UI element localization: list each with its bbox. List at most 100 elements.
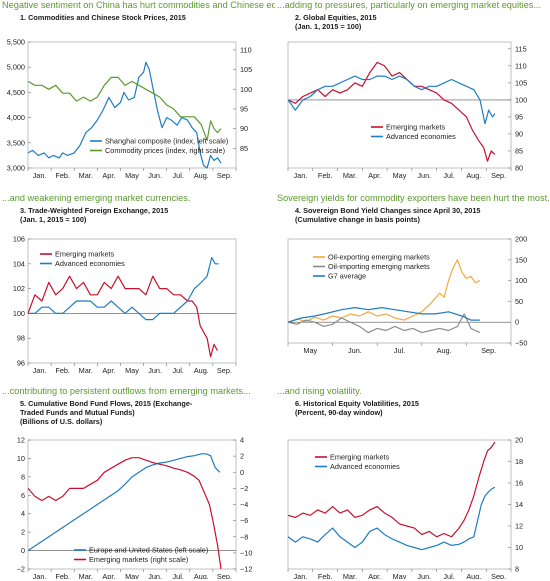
- panel-headline: ...and rising volatility.: [277, 386, 362, 396]
- right-tick-label: −50: [515, 339, 527, 348]
- panel-title-block: 5. Cumulative Bond Fund Flows, 2015 (Exc…: [20, 399, 192, 426]
- panel-title-block: 1. Commodities and Chinese Stock Prices,…: [20, 13, 186, 22]
- plot-frame: [287, 41, 512, 169]
- left-tick-label: 104: [13, 259, 25, 268]
- x-tick-label: Jul.: [443, 171, 454, 180]
- x-tick-label: Mar.: [343, 171, 357, 180]
- x-tick-label: Jun.: [148, 171, 162, 180]
- x-tick-label: Jul.: [173, 171, 184, 180]
- x-tick-label: Mar.: [79, 366, 93, 375]
- series-line: [27, 61, 222, 169]
- left-tick-label: 3,000: [7, 164, 25, 173]
- x-tick-label: May: [125, 572, 139, 579]
- plot-frame: [287, 439, 512, 570]
- chart-svg: Jan. Feb. Mar. Apr. May Jun. Jul. Aug. Sep. −2 0 2 4…: [17, 436, 253, 580]
- x-tick-label: Sep.: [491, 171, 506, 180]
- x-tick-label: Jan.: [33, 366, 47, 375]
- series-line: [27, 457, 222, 570]
- panel-subtitle: Traded Funds and Mutual Funds): [20, 408, 135, 417]
- panel-title-block: 2. Global Equities, 2015 (Jan. 1, 2015 =…: [295, 13, 377, 31]
- x-tick-label: Jan.: [33, 572, 47, 579]
- chart-svg: May Jun. Jul. Aug. Sep. −50 0 50 100 150 200 Oil-ex…: [287, 235, 527, 355]
- left-tick-label: 6: [21, 491, 25, 500]
- right-tick-label: 105: [240, 65, 252, 74]
- right-tick-label: 2: [240, 452, 244, 461]
- left-tick-label: 5,500: [7, 38, 25, 47]
- chart-svg: Jan. Feb. Mar. Apr. May Jun. Jul. Aug. Sep. 96 98 1…: [13, 235, 237, 375]
- panel-subtitle-2: (Billions of U.S. dollars): [20, 417, 103, 426]
- left-tick-label: 96: [17, 359, 25, 368]
- right-tick-label: 20: [515, 436, 523, 445]
- x-tick-label: Apr.: [368, 171, 381, 180]
- left-tick-label: 5,000: [7, 63, 25, 72]
- right-tick-label: 16: [515, 479, 523, 488]
- series-line: [287, 441, 496, 538]
- x-tick-label: Feb.: [318, 171, 333, 180]
- left-tick-label: −2: [17, 565, 25, 574]
- right-tick-label: 12: [515, 522, 523, 531]
- x-tick-label: Jan.: [293, 171, 307, 180]
- left-tick-label: 12: [17, 436, 25, 445]
- x-tick-label: May: [393, 171, 407, 180]
- legend-label: Oil-exporting emerging markets: [328, 253, 430, 262]
- right-tick-label: 85: [240, 144, 248, 153]
- right-tick-label: 110: [240, 45, 252, 54]
- panel-headline: ...and weakening emerging market currenc…: [2, 193, 191, 203]
- x-tick-label: Sep.: [491, 572, 506, 579]
- right-tick-label: 105: [515, 78, 527, 87]
- legend-label: G7 average: [328, 272, 366, 281]
- x-tick-label: Aug.: [466, 572, 481, 579]
- panel-subtitle: (Jan. 1, 2015 = 100): [295, 22, 362, 31]
- right-tick-label: 150: [515, 255, 527, 264]
- right-tick-label: −8: [240, 532, 248, 541]
- left-tick-label: 10: [17, 454, 25, 463]
- x-tick-label: Jun.: [148, 366, 162, 375]
- legend-label: Emerging markets (right scale): [89, 555, 188, 564]
- left-tick-label: 106: [13, 235, 25, 244]
- chart-svg: Jan. Feb. Mar. Apr. May Jun. Jul. Aug. Sep. 8 10 12…: [287, 436, 523, 579]
- right-tick-label: −12: [240, 565, 252, 574]
- series-line: [27, 275, 219, 358]
- plot-frame: [287, 238, 512, 344]
- right-tick-label: 115: [515, 44, 527, 53]
- x-tick-label: Aug.: [194, 366, 209, 375]
- left-tick-label: 4,000: [7, 113, 25, 122]
- x-tick-label: Apr.: [102, 572, 115, 579]
- x-tick-label: Jun.: [148, 572, 162, 579]
- right-tick-label: −4: [240, 500, 248, 509]
- panel-title: 2. Global Equities, 2015: [295, 13, 377, 22]
- panel-title: 6. Historical Equity Volatilities, 2015: [295, 399, 419, 408]
- x-tick-label: May: [393, 572, 407, 579]
- left-tick-label: 100: [13, 309, 25, 318]
- x-tick-label: Sep.: [481, 346, 496, 355]
- right-tick-label: 95: [515, 112, 523, 121]
- x-tick-label: May: [125, 171, 139, 180]
- left-tick-label: 3,500: [7, 138, 25, 147]
- right-tick-label: 14: [515, 500, 523, 509]
- right-tick-label: 8: [515, 565, 519, 574]
- x-tick-label: Feb.: [318, 572, 333, 579]
- right-tick-label: 110: [515, 61, 527, 70]
- chart-panel-4: Sovereign yields for commodity exporters…: [275, 193, 550, 386]
- chart-panel-6: ...and rising volatility. 6. Historical …: [275, 386, 550, 579]
- x-tick-label: May: [125, 366, 139, 375]
- x-tick-label: Apr.: [102, 171, 115, 180]
- left-tick-label: 0: [21, 546, 25, 555]
- panel-title: 1. Commodities and Chinese Stock Prices,…: [20, 13, 186, 22]
- panel-headline: Negative sentiment on China has hurt com…: [2, 0, 275, 10]
- panel-headline: Sovereign yields for commodity exporters…: [277, 193, 550, 203]
- right-tick-label: 80: [515, 164, 523, 173]
- panel-headline: ...adding to pressures, particularly on …: [277, 0, 542, 10]
- x-tick-label: Sep.: [217, 171, 232, 180]
- series-line: [27, 76, 222, 141]
- right-tick-label: 4: [240, 436, 244, 445]
- right-tick-label: 100: [515, 95, 527, 104]
- panel-subtitle: (Jan. 1, 2015 = 100): [20, 215, 87, 224]
- right-tick-label: 100: [240, 85, 252, 94]
- x-tick-label: Sep.: [217, 366, 232, 375]
- x-tick-label: Jul.: [173, 572, 184, 579]
- x-tick-label: Feb.: [55, 572, 70, 579]
- x-tick-label: Feb.: [55, 171, 70, 180]
- x-tick-label: Aug.: [194, 171, 209, 180]
- panel-title-block: 6. Historical Equity Volatilities, 2015 …: [295, 399, 419, 417]
